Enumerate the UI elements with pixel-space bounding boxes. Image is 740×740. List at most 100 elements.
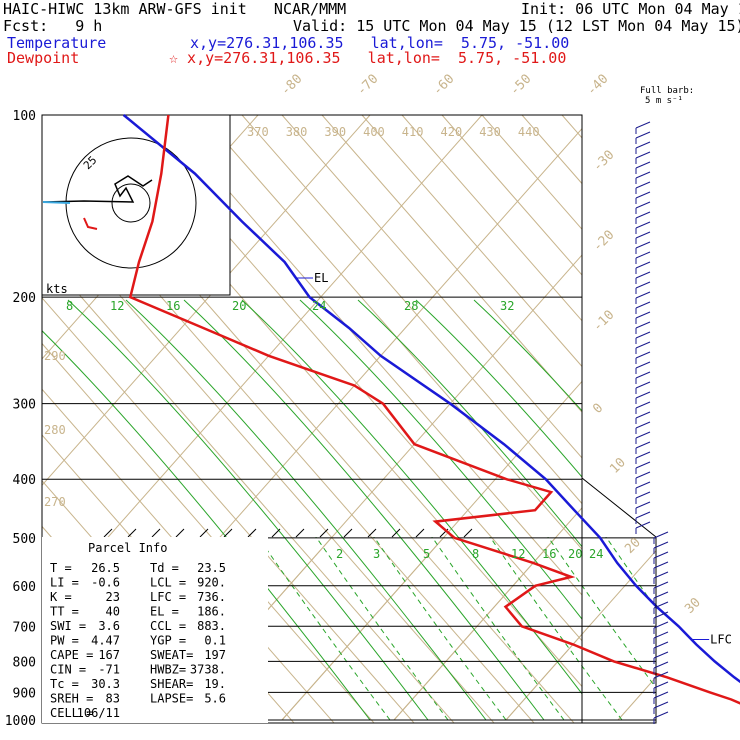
pressure-tick-label: 900 xyxy=(13,686,36,701)
hodograph-units: kts xyxy=(46,282,68,296)
dry-adiabat-line xyxy=(161,115,582,596)
wind-barb xyxy=(635,221,651,229)
theta-label: 420 xyxy=(441,125,463,139)
parcel-value: 40 xyxy=(106,605,120,619)
theta-label: 270 xyxy=(44,495,66,509)
dry-adiabat-line xyxy=(321,115,582,413)
pressure-tick-label: 300 xyxy=(13,398,36,413)
wind-barb xyxy=(635,311,651,319)
wind-barb xyxy=(635,381,651,389)
isotherm-label: -30 xyxy=(590,148,617,175)
parcel-label: LCL = xyxy=(150,576,186,590)
parcel-info-table: Parcel Info T = Td = 26.5 23.5 LI = LCL = -0.6 9… xyxy=(42,537,268,723)
mixing-ratio-line xyxy=(315,537,449,721)
mixing-ratio-label: 32 xyxy=(500,299,514,313)
parcel-value: 920. xyxy=(197,576,226,590)
wind-barb xyxy=(635,401,651,409)
mixing-ratio-label: 28 xyxy=(404,299,418,313)
hodograph-trace xyxy=(42,175,153,203)
theta-label: 430 xyxy=(479,125,501,139)
isotherm-line xyxy=(42,115,371,486)
pressure-tick-label: 100 xyxy=(13,109,36,124)
wind-barb xyxy=(653,531,669,539)
wind-barb xyxy=(635,211,651,219)
wind-barb xyxy=(635,351,651,359)
isotherm-line xyxy=(281,537,445,721)
wind-barb xyxy=(635,441,651,449)
wind-barb xyxy=(635,421,651,429)
hatch-mark xyxy=(247,528,257,538)
mixing-ratio-label: 12 xyxy=(511,547,525,561)
hodograph-trace-mid xyxy=(83,217,98,230)
hatch-mark xyxy=(463,528,473,538)
dry-adiabat-line xyxy=(42,388,335,723)
parcel-label: T = xyxy=(50,561,72,575)
parcel-value: 3738. xyxy=(190,663,226,677)
wind-barb xyxy=(635,281,651,289)
wind-barb xyxy=(635,511,651,519)
parcel-label: PW = xyxy=(50,634,79,648)
hatch-mark xyxy=(271,528,281,538)
pressure-tick-label: 700 xyxy=(13,620,36,635)
pressure-tick-label: 500 xyxy=(13,532,36,547)
moist-adiabat-line xyxy=(125,299,487,721)
parcel-label: CAPE = xyxy=(50,648,93,662)
isotherm-label: 20 xyxy=(622,535,644,557)
theta-label: 400 xyxy=(363,125,385,139)
wind-barb xyxy=(635,141,651,149)
hatch-mark xyxy=(295,528,305,538)
isotherm-line xyxy=(505,549,656,721)
dewpoint-profile xyxy=(128,114,740,705)
mixing-ratio-label: 8 xyxy=(472,547,479,561)
parcel-value: 23.5 xyxy=(197,561,226,575)
mixing-ratio-label: 20 xyxy=(232,299,246,313)
hatch-mark xyxy=(151,528,161,538)
parcel-label: Td = xyxy=(150,561,179,575)
wind-barb xyxy=(653,631,669,639)
dry-adiabat-line xyxy=(42,251,455,723)
parcel-value: 19. xyxy=(204,677,226,691)
wind-barb xyxy=(635,301,651,309)
wind-barb xyxy=(635,201,651,209)
parcel-value: -71 xyxy=(98,663,120,677)
theta-label: 370 xyxy=(247,125,269,139)
parcel-value: 186. xyxy=(197,605,226,619)
mixing-ratio-label: 8 xyxy=(66,299,73,313)
parcel-value: 736. xyxy=(197,590,226,604)
pressure-tick-label: 600 xyxy=(13,580,36,595)
hatch-mark xyxy=(343,528,353,538)
temperature-legend: Temperature xyxy=(7,34,107,52)
mixing-ratio-line xyxy=(373,537,507,721)
moist-adiabat-line xyxy=(473,299,582,412)
mixing-ratio-label: 16 xyxy=(166,299,180,313)
dry-adiabat-line xyxy=(481,115,582,231)
parcel-value: 3.6 xyxy=(98,619,120,633)
hatch-mark xyxy=(127,528,137,538)
parcel-info-title: Parcel Info xyxy=(88,541,167,555)
wind-barb xyxy=(653,551,669,559)
moist-adiabat-line xyxy=(357,299,582,548)
level-label: LFC xyxy=(710,632,732,646)
parcel-value: 4.47 xyxy=(91,634,120,648)
hatch-mark xyxy=(415,528,425,538)
hatch-mark xyxy=(103,528,113,538)
wind-barb xyxy=(635,331,651,339)
isotherm-label: -50 xyxy=(507,72,534,99)
mixing-ratio-label: 5 xyxy=(423,547,430,561)
hatch-mark xyxy=(199,528,209,538)
mixing-ratio-label: 20 xyxy=(568,547,582,561)
wind-barb xyxy=(635,411,651,419)
wind-barb xyxy=(653,691,669,699)
hodograph-trace-low xyxy=(42,201,71,204)
mixing-ratio-label: 24 xyxy=(589,547,603,561)
parcel-value: 83 xyxy=(106,692,120,706)
hodograph-frame xyxy=(41,114,231,296)
pressure-tick-label: 400 xyxy=(13,473,36,488)
hodograph-ring xyxy=(111,183,151,223)
isotherm-line xyxy=(730,115,740,720)
theta-label: 410 xyxy=(402,125,424,139)
wind-barb xyxy=(635,431,651,439)
dewpoint-location: ☆ x,y=276.31,106.35 lat,lon= 5.75, -51.0… xyxy=(169,49,567,67)
parcel-label: LAPSE= xyxy=(150,692,193,706)
